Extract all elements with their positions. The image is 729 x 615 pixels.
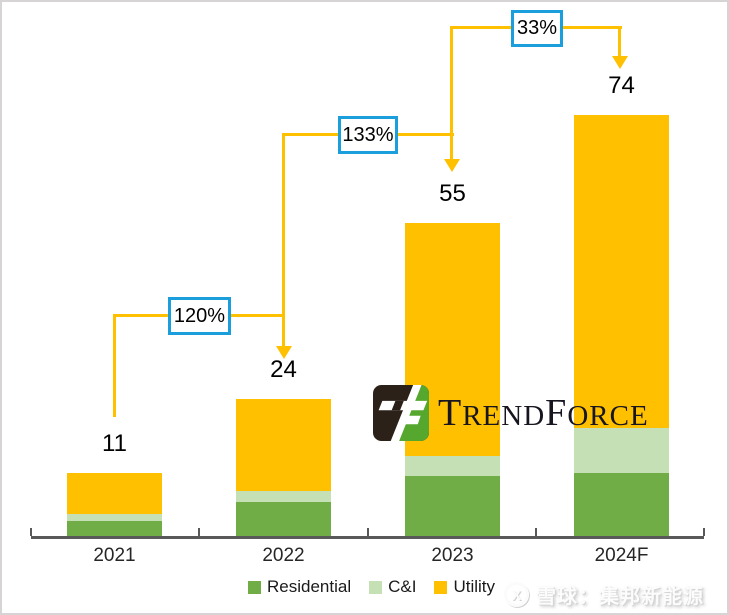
- bar-segment-utility-2021: [67, 473, 162, 514]
- growth-connector-line: [618, 26, 621, 57]
- bar-segment-residential-2024f: [574, 473, 669, 536]
- x-axis-label-2024f: 2024F: [594, 545, 649, 566]
- total-label-2021: 11: [102, 430, 127, 458]
- growth-arrow-down-icon: [444, 159, 460, 172]
- growth-connector-line: [282, 133, 285, 347]
- total-label-2022: 24: [270, 356, 297, 384]
- legend-label: Utility: [453, 577, 496, 596]
- trendforce-logo-icon: [373, 385, 429, 441]
- trendforce-letter: F: [545, 392, 568, 434]
- bar-segment-residential-2021: [67, 520, 162, 536]
- legend-item-residential: Residential: [248, 577, 351, 597]
- x-axis-tick: [198, 528, 201, 536]
- x-axis-label-2021: 2021: [93, 545, 136, 566]
- legend-swatch-icon: [369, 580, 383, 594]
- growth-callout-2023-2024: 33%: [511, 10, 563, 47]
- bar-segment-residential-2023: [405, 476, 500, 536]
- legend-item-utility: Utility: [434, 577, 495, 597]
- growth-connector-line: [113, 314, 116, 417]
- legend: Residential C&I Utility: [248, 577, 495, 597]
- xueqiu-watermark: X 雪球：集邦新能源: [504, 580, 704, 609]
- x-axis-line: [31, 536, 704, 539]
- bar-segment-ci-2021: [67, 513, 162, 521]
- legend-swatch-icon: [434, 580, 448, 594]
- x-axis-tick: [534, 528, 537, 536]
- legend-label: C&I: [388, 577, 417, 596]
- legend-swatch-icon: [248, 580, 261, 594]
- x-axis-tick: [30, 528, 32, 536]
- x-axis-label-2023: 2023: [431, 545, 474, 566]
- trendforce-logo: TRENDFORCE: [373, 385, 649, 441]
- growth-arrow-down-icon: [276, 346, 292, 359]
- trendforce-letters: REND: [462, 400, 546, 432]
- bar-segment-ci-2022: [236, 491, 331, 503]
- legend-label: Residential: [267, 577, 352, 596]
- trendforce-letters: ORCE: [567, 400, 649, 432]
- total-label-2024f: 74: [608, 71, 635, 99]
- bar-segment-utility-2024f: [574, 114, 669, 428]
- trendforce-logo-text: TRENDFORCE: [438, 394, 649, 432]
- total-label-2023: 55: [439, 180, 466, 208]
- xueqiu-logo-icon: X: [504, 582, 529, 607]
- bar-segment-residential-2022: [236, 502, 331, 536]
- xueqiu-watermark-text: 雪球：集邦新能源: [536, 586, 704, 608]
- growth-callout-2022-2023: 133%: [338, 116, 398, 154]
- bar-segment-ci-2023: [405, 456, 500, 477]
- x-axis-label-2022: 2022: [262, 545, 305, 566]
- growth-callout-2021-2022: 120%: [168, 297, 231, 335]
- x-axis-tick: [703, 528, 705, 536]
- legend-item-ci: C&I: [369, 577, 416, 597]
- growth-arrow-down-icon: [612, 56, 628, 69]
- growth-connector-line: [450, 26, 453, 160]
- trendforce-letter: T: [438, 392, 463, 434]
- bar-segment-ci-2024f: [574, 427, 669, 474]
- x-axis-tick: [366, 528, 369, 536]
- bar-segment-utility-2022: [236, 399, 331, 492]
